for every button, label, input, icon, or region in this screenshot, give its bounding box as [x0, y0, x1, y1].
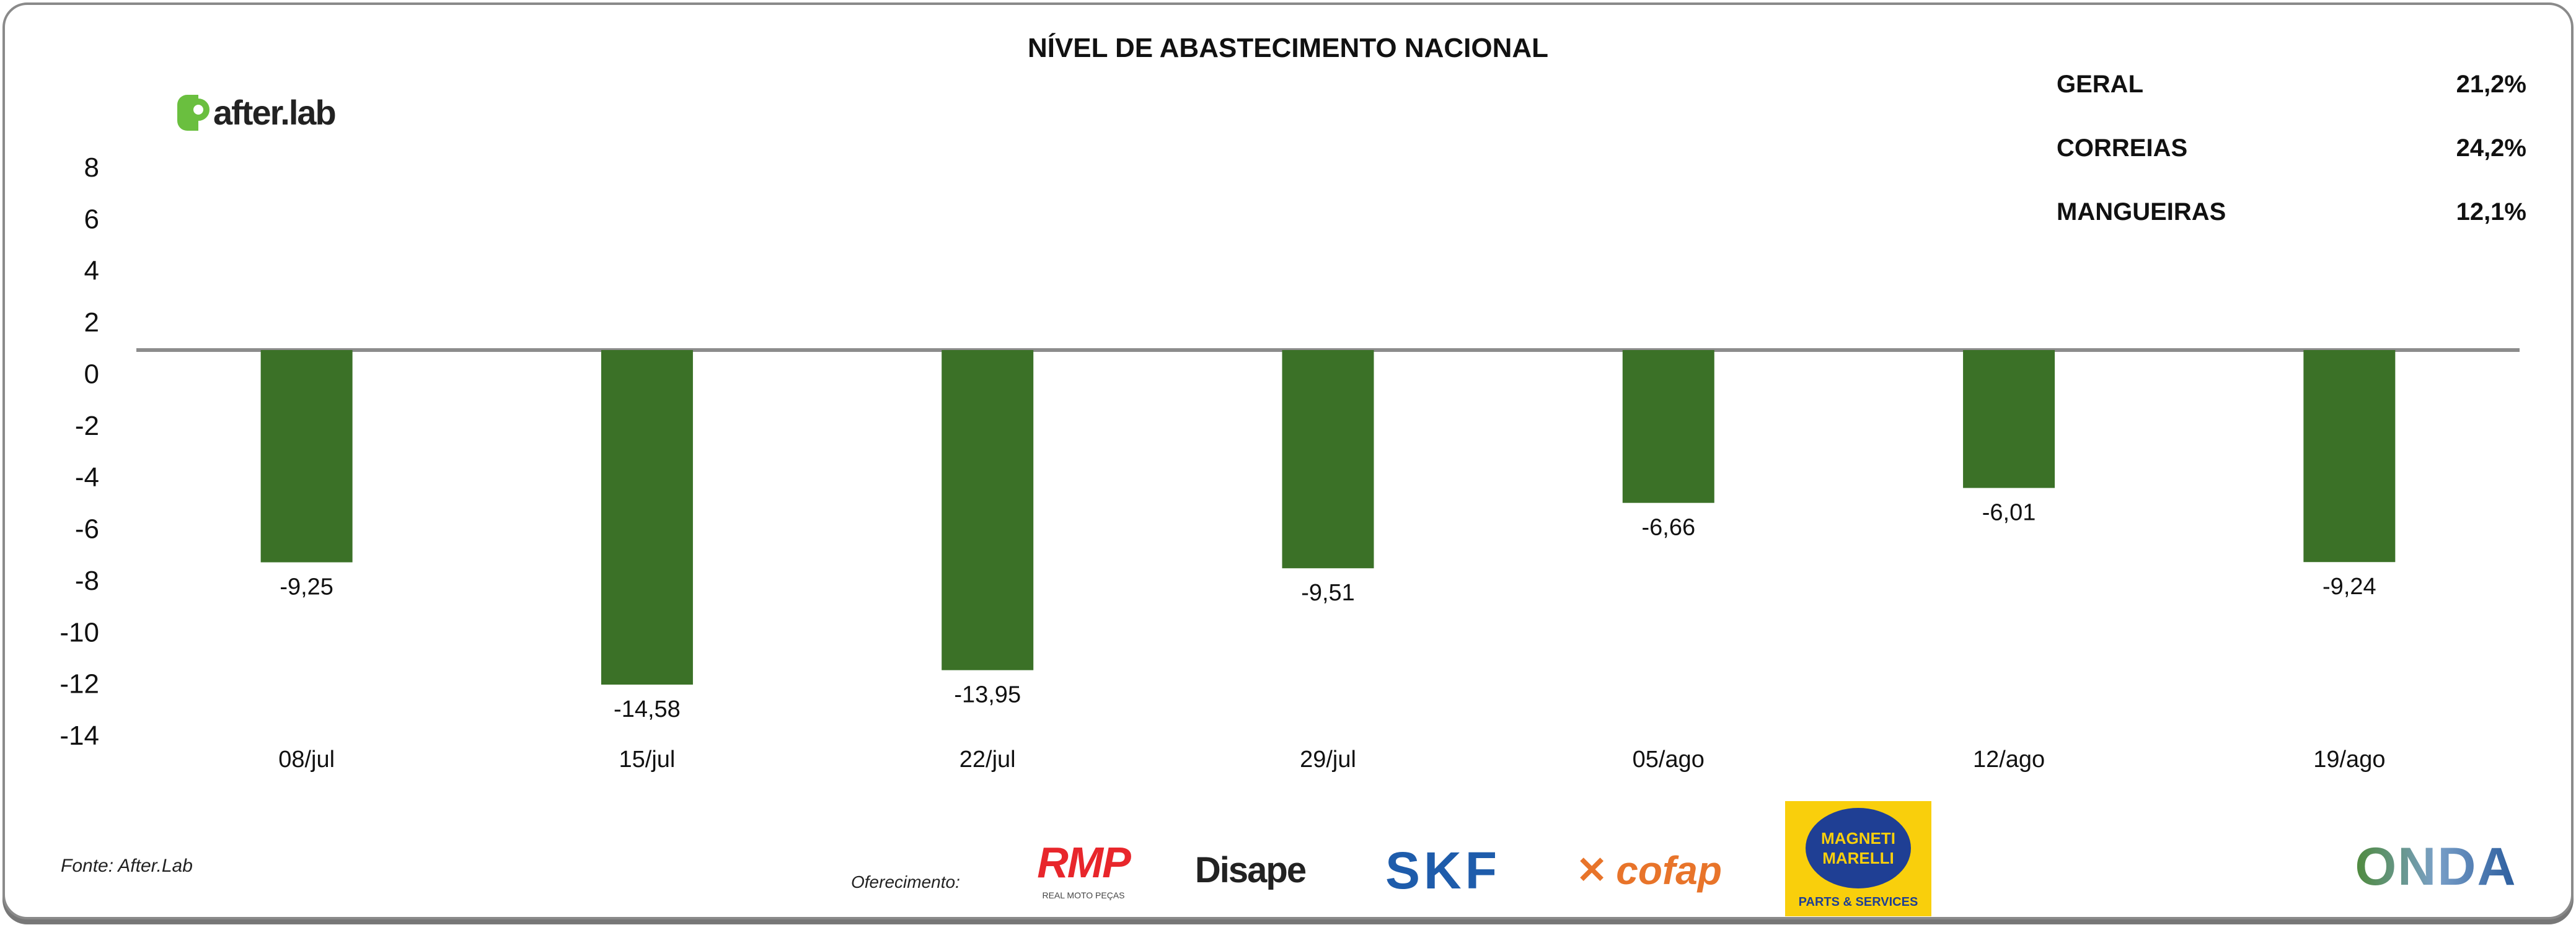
- after-lab-logo-icon: [177, 95, 210, 131]
- chart-title: NÍVEL DE ABASTECIMENTO NACIONAL: [1027, 33, 1549, 63]
- skf-logo: SKF: [1355, 841, 1531, 900]
- bar: [601, 350, 693, 685]
- data-label: -9,51: [1301, 580, 1355, 606]
- onda-logo: ONDA: [2343, 834, 2529, 900]
- source-note: Fonte: After.Lab: [61, 856, 193, 876]
- y-tick-label: -6: [75, 514, 99, 545]
- data-label: -9,25: [280, 574, 333, 600]
- bar: [2303, 350, 2396, 563]
- rmp-logo-text: RMP: [1037, 838, 1131, 887]
- y-tick-label: 2: [84, 307, 99, 338]
- y-tick-label: -14: [60, 721, 99, 751]
- x-tick-label: 22/jul: [959, 747, 1016, 773]
- cofap-logo: ✕ cofap: [1549, 846, 1754, 895]
- x-tick-label: 15/jul: [619, 747, 676, 773]
- bar: [1282, 350, 1374, 569]
- after-lab-logo: after.lab: [177, 93, 337, 133]
- y-tick-label: -12: [60, 669, 99, 699]
- y-tick-label: -10: [60, 617, 99, 647]
- y-tick-label: -4: [75, 462, 99, 493]
- y-tick-label: 6: [84, 204, 99, 234]
- data-label: -6,66: [1641, 515, 1695, 541]
- data-label: -14,58: [614, 696, 681, 722]
- magneti-marelli-logo-subtext: PARTS & SERVICES: [1798, 895, 1918, 909]
- y-tick-label: -2: [75, 411, 99, 441]
- disape-logo-text: Disape: [1194, 850, 1307, 890]
- data-label: -6,01: [1982, 500, 2036, 526]
- summary-label-geral: GERAL: [2057, 71, 2143, 98]
- summary-label-mangueiras: MANGUEIRAS: [2057, 198, 2226, 226]
- y-tick-label: 4: [84, 256, 99, 286]
- x-tick-label: 12/ago: [1973, 747, 2045, 773]
- x-tick-label: 05/ago: [1633, 747, 1705, 773]
- cofap-logo-x-icon: ✕: [1576, 849, 1608, 891]
- summary-value-geral: 21,2%: [2456, 71, 2526, 98]
- x-tick-label: 29/jul: [1300, 747, 1356, 773]
- onda-logo-text: ONDA: [2355, 837, 2517, 897]
- y-tick-label: 0: [84, 359, 99, 389]
- disape-logo: Disape: [1170, 846, 1331, 895]
- bar: [1963, 350, 2055, 488]
- data-label: -13,95: [954, 682, 1021, 708]
- bar: [942, 350, 1034, 670]
- data-label: -9,24: [2322, 574, 2376, 600]
- magneti-marelli-logo-text: MAGNETI MARELLI: [1806, 808, 1911, 888]
- summary-label-correias: CORREIAS: [2057, 134, 2188, 162]
- bar: [1622, 350, 1714, 503]
- bar: [260, 350, 353, 563]
- magneti-marelli-logo: MAGNETI MARELLI PARTS & SERVICES: [1785, 801, 1931, 916]
- x-tick-label: 08/jul: [278, 747, 335, 773]
- summary-value-correias: 24,2%: [2456, 134, 2526, 162]
- cofap-logo-text: cofap: [1616, 848, 1722, 893]
- rmp-logo-subtext: REAL MOTO PEÇAS: [1042, 890, 1125, 900]
- sponsor-label: Oferecimento:: [851, 872, 960, 892]
- y-tick-label: -8: [75, 566, 99, 596]
- y-tick-label: 8: [84, 152, 99, 183]
- after-lab-logo-text: after.lab: [213, 93, 337, 132]
- skf-logo-text: SKF: [1385, 841, 1501, 900]
- x-tick-label: 19/ago: [2313, 747, 2385, 773]
- summary-value-mangueiras: 12,1%: [2456, 198, 2526, 226]
- rmp-logo: RMP REAL MOTO PEÇAS: [1021, 838, 1145, 903]
